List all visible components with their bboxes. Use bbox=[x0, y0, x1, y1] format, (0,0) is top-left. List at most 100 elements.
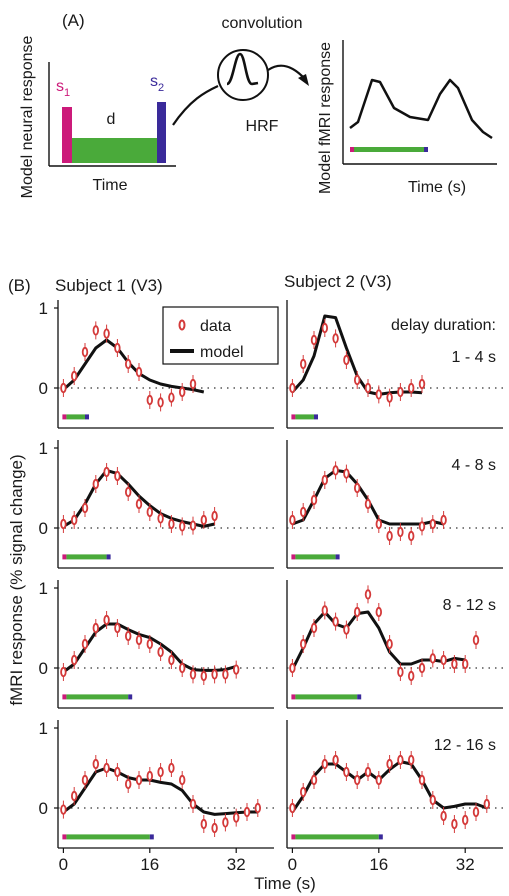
x-tick-label: 32 bbox=[227, 855, 246, 874]
data-point bbox=[472, 806, 480, 818]
fmri-delay-bar bbox=[354, 147, 424, 152]
legend-model-label: model bbox=[200, 344, 244, 361]
s2-stimulus-bar bbox=[157, 102, 166, 163]
data-point bbox=[157, 646, 164, 658]
subject1-title: Subject 1 (V3) bbox=[55, 276, 163, 295]
y-tick-label: 1 bbox=[39, 579, 48, 598]
arrow-out bbox=[267, 64, 306, 80]
data-point bbox=[114, 342, 121, 354]
y-tick-label: 0 bbox=[39, 659, 48, 678]
data-point bbox=[135, 498, 143, 510]
fmri-s2-bar bbox=[424, 147, 428, 152]
x-tick-label: 16 bbox=[140, 855, 159, 874]
stim-delay-bar bbox=[295, 694, 358, 700]
data-point bbox=[189, 378, 197, 390]
delay-bar bbox=[72, 138, 157, 163]
delay-duration-header: delay duration: bbox=[391, 317, 496, 334]
data-point bbox=[483, 798, 490, 810]
stim-s1-bar bbox=[291, 414, 296, 420]
data-point bbox=[386, 758, 393, 770]
data-point bbox=[92, 758, 99, 770]
data-point bbox=[124, 778, 132, 790]
fmri-y-label: Model fMRI response bbox=[317, 42, 334, 194]
data-point bbox=[168, 392, 175, 403]
data-point bbox=[135, 774, 143, 786]
stim-delay-bar bbox=[66, 834, 150, 840]
data-point bbox=[321, 474, 328, 486]
data-point bbox=[408, 754, 415, 766]
stim-s2-bar bbox=[335, 554, 340, 560]
data-point bbox=[440, 654, 447, 666]
data-point bbox=[211, 510, 218, 522]
legend-data-label: data bbox=[200, 318, 231, 335]
stim-delay-bar bbox=[66, 554, 107, 560]
data-point bbox=[157, 513, 164, 524]
data-point bbox=[364, 589, 372, 600]
data-point bbox=[114, 622, 121, 634]
data-point bbox=[103, 614, 110, 626]
data-point bbox=[364, 498, 372, 510]
data-point bbox=[211, 669, 218, 680]
data-point bbox=[451, 818, 458, 830]
y-tick-label: 1 bbox=[39, 719, 48, 738]
data-point bbox=[408, 530, 415, 542]
data-point bbox=[429, 653, 436, 664]
data-point bbox=[472, 634, 480, 646]
data-point bbox=[300, 506, 307, 518]
data-point bbox=[375, 389, 382, 400]
data-point bbox=[289, 382, 296, 394]
data-point bbox=[375, 606, 382, 618]
data-point bbox=[70, 514, 78, 526]
delay-label: 1 - 4 s bbox=[452, 349, 496, 366]
data-point bbox=[408, 382, 415, 394]
data-point bbox=[70, 790, 78, 802]
data-point bbox=[462, 814, 469, 826]
data-point bbox=[418, 378, 426, 390]
d-label: d bbox=[107, 111, 116, 128]
data-point bbox=[70, 654, 78, 666]
data-point bbox=[168, 654, 175, 666]
data-point bbox=[321, 758, 328, 770]
stim-delay-bar bbox=[66, 694, 129, 700]
hrf-circle bbox=[217, 49, 269, 101]
data-point bbox=[300, 786, 307, 798]
data-point bbox=[178, 774, 186, 786]
data-point bbox=[429, 794, 436, 806]
stim-delay-bar bbox=[295, 414, 314, 420]
data-point bbox=[386, 638, 393, 650]
subplot-subject1-row-2: 10 bbox=[39, 439, 274, 569]
y-tick-label: 1 bbox=[39, 299, 48, 318]
convolution-label: convolution bbox=[222, 15, 303, 32]
model-line bbox=[291, 610, 466, 671]
data-point bbox=[440, 514, 447, 526]
neural-response-schematic: s1 s2 d Time Model neural response bbox=[19, 36, 176, 199]
data-point bbox=[81, 346, 89, 358]
data-point bbox=[81, 502, 89, 514]
data-point bbox=[211, 822, 218, 834]
data-point bbox=[178, 521, 186, 532]
data-point bbox=[310, 334, 318, 346]
data-point bbox=[354, 482, 361, 494]
data-point bbox=[189, 669, 197, 680]
data-point bbox=[70, 370, 78, 382]
neural-y-label: Model neural response bbox=[19, 36, 36, 199]
data-point bbox=[375, 774, 382, 786]
stim-delay-bar bbox=[295, 554, 336, 560]
data-point bbox=[397, 526, 404, 538]
data-point bbox=[178, 662, 186, 674]
data-point bbox=[310, 774, 318, 786]
stim-s1-bar bbox=[291, 554, 296, 560]
data-point bbox=[232, 664, 240, 675]
data-point bbox=[189, 520, 197, 531]
data-point bbox=[343, 624, 350, 635]
stim-delay-bar bbox=[66, 414, 85, 420]
data-point bbox=[146, 506, 153, 518]
data-point bbox=[418, 774, 426, 786]
delay-label: 12 - 16 s bbox=[434, 737, 496, 754]
fmri-s1-bar bbox=[350, 147, 354, 152]
data-point bbox=[254, 802, 261, 814]
s1-stimulus-bar bbox=[62, 107, 72, 163]
data-point bbox=[200, 670, 207, 682]
data-point bbox=[146, 770, 153, 782]
